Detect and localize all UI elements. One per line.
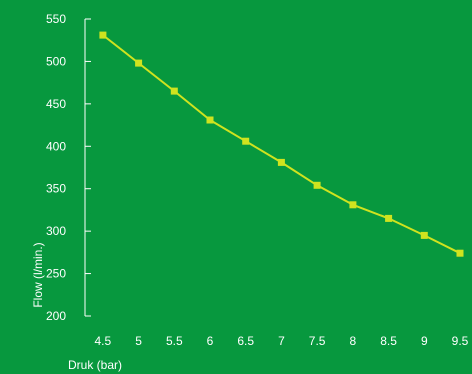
data-point-marker [242,137,250,145]
y-tick-label: 550 [46,12,66,26]
data-point-marker [170,87,178,95]
x-tick-label: 5.5 [166,334,183,348]
x-tick-label: 8.5 [380,334,397,348]
x-tick-label: 4.5 [95,334,112,348]
y-tick-label: 300 [46,224,66,238]
x-tick-label: 6 [207,334,214,348]
x-tick-label: 7.5 [309,334,326,348]
x-tick-label: 9.5 [452,334,469,348]
y-tick-label: 250 [46,267,66,281]
y-tick-label: 450 [46,97,66,111]
data-point-marker [420,231,428,239]
x-tick-label: 8 [350,334,357,348]
y-axis-title: Flow (l/min.) [31,242,45,307]
series-layer [99,31,464,257]
data-point-marker [99,31,107,39]
x-axis-title: Druk (bar) [68,358,122,372]
data-point-marker [277,158,285,166]
x-tick-label: 5 [135,334,142,348]
y-tick-label: 400 [46,139,66,153]
data-point-marker [313,181,321,189]
y-tick-label: 200 [46,309,66,323]
data-point-marker [385,214,393,222]
x-tick-label: 7 [278,334,285,348]
data-point-marker [206,116,214,124]
x-tick-label: 6.5 [237,334,254,348]
data-point-marker [349,201,357,209]
data-point-marker [135,59,143,67]
data-point-marker [456,249,464,257]
x-axis-ticks: 4.5 5 5.5 6 6.5 7 7.5 8 8.5 9 9.5 [95,334,469,348]
series-line [102,34,461,255]
y-tick-label: 500 [46,54,66,68]
y-axis-ticks: 200 250 300 350 400 450 500 550 [46,12,91,323]
y-tick-label: 350 [46,182,66,196]
x-tick-label: 9 [421,334,428,348]
